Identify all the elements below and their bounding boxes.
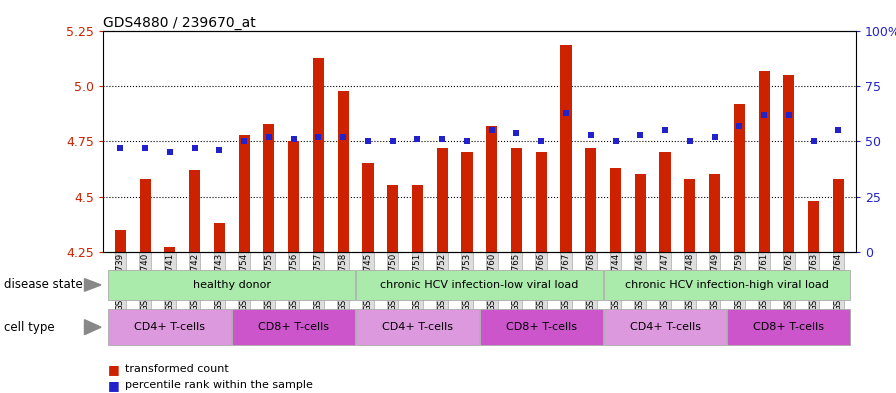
- Text: CD8+ T-cells: CD8+ T-cells: [754, 322, 824, 332]
- Bar: [140, 179, 151, 252]
- Bar: [362, 163, 374, 252]
- Bar: [709, 174, 720, 252]
- Text: transformed count: transformed count: [125, 364, 229, 375]
- Text: CD8+ T-cells: CD8+ T-cells: [505, 322, 577, 332]
- Point: [212, 147, 227, 153]
- Bar: [511, 148, 522, 252]
- Bar: [115, 230, 126, 252]
- Point: [781, 112, 796, 118]
- Text: GDS4880 / 239670_at: GDS4880 / 239670_at: [103, 17, 255, 30]
- Text: ■: ■: [108, 363, 119, 376]
- Bar: [487, 126, 497, 252]
- Bar: [436, 148, 448, 252]
- Bar: [832, 179, 844, 252]
- Point: [633, 132, 648, 138]
- Text: disease state: disease state: [4, 278, 83, 292]
- Bar: [728, 309, 850, 345]
- Bar: [808, 201, 819, 252]
- Bar: [356, 309, 478, 345]
- Bar: [189, 170, 200, 252]
- Bar: [759, 71, 770, 252]
- Point: [361, 138, 375, 145]
- Bar: [338, 91, 349, 252]
- Bar: [634, 174, 646, 252]
- Point: [460, 138, 474, 145]
- Bar: [108, 270, 355, 300]
- Bar: [604, 309, 727, 345]
- Bar: [604, 270, 850, 300]
- Bar: [108, 309, 231, 345]
- Bar: [734, 104, 745, 252]
- Point: [608, 138, 623, 145]
- Bar: [585, 148, 597, 252]
- Bar: [783, 75, 795, 252]
- Polygon shape: [84, 320, 101, 334]
- Bar: [412, 185, 423, 252]
- Polygon shape: [84, 279, 101, 291]
- Bar: [289, 141, 299, 252]
- Point: [509, 130, 523, 136]
- Bar: [313, 58, 324, 252]
- Point: [683, 138, 697, 145]
- Bar: [560, 45, 572, 252]
- Point: [559, 110, 573, 116]
- Point: [806, 138, 821, 145]
- Point: [336, 134, 350, 140]
- Point: [385, 138, 400, 145]
- Bar: [214, 223, 225, 252]
- Bar: [685, 179, 695, 252]
- Point: [708, 134, 722, 140]
- Bar: [232, 309, 355, 345]
- Point: [435, 136, 450, 142]
- Bar: [387, 185, 399, 252]
- Text: percentile rank within the sample: percentile rank within the sample: [125, 380, 314, 390]
- Point: [187, 145, 202, 151]
- Text: cell type: cell type: [4, 321, 56, 334]
- Bar: [610, 168, 621, 252]
- Point: [658, 127, 672, 134]
- Bar: [480, 309, 603, 345]
- Point: [163, 149, 177, 156]
- Bar: [164, 247, 176, 252]
- Point: [757, 112, 771, 118]
- Point: [485, 127, 499, 134]
- Point: [732, 123, 746, 129]
- Text: CD4+ T-cells: CD4+ T-cells: [134, 322, 205, 332]
- Text: chronic HCV infection-high viral load: chronic HCV infection-high viral load: [625, 280, 829, 290]
- Point: [138, 145, 152, 151]
- Point: [262, 134, 276, 140]
- Point: [237, 138, 251, 145]
- Point: [534, 138, 548, 145]
- Text: ■: ■: [108, 378, 119, 392]
- Bar: [461, 152, 472, 252]
- Text: chronic HCV infection-low viral load: chronic HCV infection-low viral load: [380, 280, 579, 290]
- Bar: [238, 135, 250, 252]
- Text: CD8+ T-cells: CD8+ T-cells: [258, 322, 329, 332]
- Point: [311, 134, 325, 140]
- Point: [410, 136, 425, 142]
- Text: CD4+ T-cells: CD4+ T-cells: [630, 322, 701, 332]
- Bar: [263, 124, 274, 252]
- Point: [113, 145, 127, 151]
- Text: CD4+ T-cells: CD4+ T-cells: [382, 322, 453, 332]
- Bar: [536, 152, 547, 252]
- Point: [583, 132, 598, 138]
- Bar: [659, 152, 670, 252]
- Text: healthy donor: healthy donor: [193, 280, 271, 290]
- Point: [831, 127, 846, 134]
- Bar: [356, 270, 603, 300]
- Point: [287, 136, 301, 142]
